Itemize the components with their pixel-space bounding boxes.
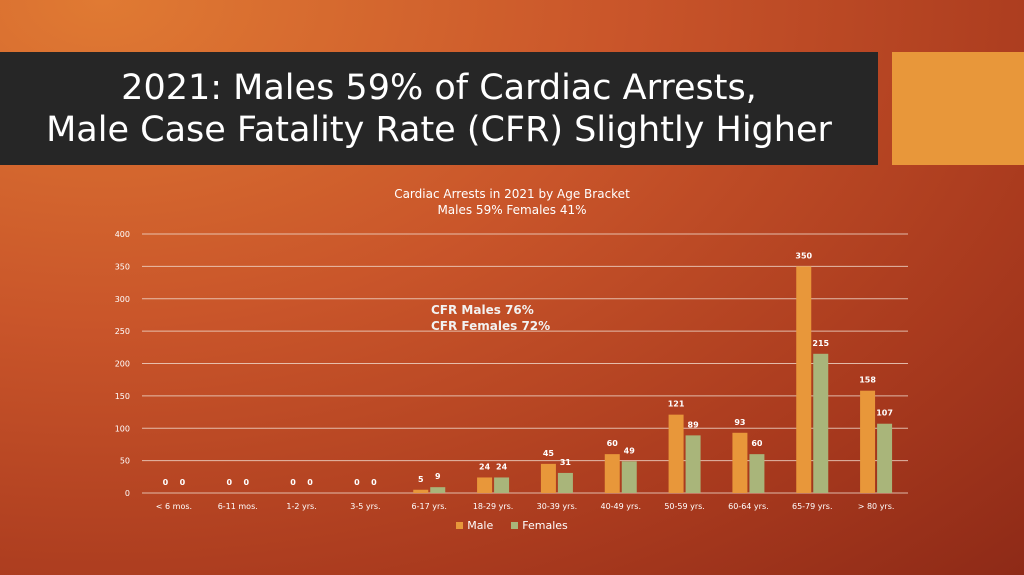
legend-label-male: Male [467, 519, 494, 532]
x-tick-label: 30-39 yrs. [537, 502, 578, 511]
data-label-female: 0 [180, 478, 186, 487]
y-tick-label: 150 [115, 392, 130, 401]
slide-title-line-2: Male Case Fatality Rate (CFR) Slightly H… [46, 109, 832, 150]
x-tick-label: > 80 yrs. [858, 502, 895, 511]
x-tick-label: 40-49 yrs. [600, 502, 641, 511]
data-label-male: 0 [290, 478, 296, 487]
y-tick-label: 100 [115, 424, 130, 433]
bar-male [604, 454, 620, 493]
bar-female [494, 477, 510, 493]
data-label-male: 24 [479, 462, 491, 471]
x-tick-label: 6-17 yrs. [412, 502, 447, 511]
data-label-female: 49 [624, 446, 636, 455]
x-tick-label: 50-59 yrs. [664, 502, 705, 511]
data-label-male: 158 [859, 376, 876, 385]
bar-female [430, 487, 446, 493]
legend-item-male: Male [456, 519, 493, 532]
accent-box [892, 52, 1024, 165]
title-bar: 2021: Males 59% of Cardiac Arrests, Male… [0, 52, 878, 165]
legend-swatch-male [456, 522, 464, 529]
chart-subtitle: Males 59% Females 41% [437, 203, 587, 217]
data-label-female: 0 [307, 478, 313, 487]
bar-male [796, 266, 812, 493]
chart-legend: Male Females [0, 519, 1024, 532]
chart-title: Cardiac Arrests in 2021 by Age Bracket [394, 187, 630, 201]
bar-female [621, 461, 637, 493]
cfr-females-label: CFR Females 72% [431, 319, 551, 333]
data-label-female: 0 [243, 478, 249, 487]
x-tick-label: 3-5 yrs. [350, 502, 380, 511]
data-label-female: 24 [496, 462, 508, 471]
x-tick-label: 60-64 yrs. [728, 502, 769, 511]
slide-title-line-1: 2021: Males 59% of Cardiac Arrests, [121, 67, 757, 108]
legend-label-females: Females [522, 519, 568, 532]
data-label-male: 0 [163, 478, 169, 487]
x-tick-label: 6-11 mos. [218, 502, 258, 511]
data-label-female: 0 [371, 478, 377, 487]
cfr-annotation: CFR Males 76% CFR Females 72% [431, 302, 550, 334]
x-tick-label: 65-79 yrs. [792, 502, 833, 511]
x-tick-label: 1-2 yrs. [286, 502, 316, 511]
bar-male [668, 414, 684, 493]
data-label-female: 215 [812, 339, 829, 348]
y-tick-label: 0 [125, 489, 130, 498]
bar-male [413, 489, 429, 493]
legend-swatch-females [511, 522, 519, 529]
bar-female [813, 353, 829, 493]
bar-male [540, 463, 556, 493]
bar-male [732, 432, 748, 493]
y-tick-label: 300 [115, 295, 130, 304]
data-label-female: 107 [876, 409, 893, 418]
chart-title-block: Cardiac Arrests in 2021 by Age Bracket M… [300, 186, 724, 218]
y-tick-label: 400 [115, 230, 130, 239]
bar-female [877, 423, 893, 493]
bar-male [860, 390, 876, 493]
data-label-female: 60 [751, 439, 763, 448]
data-label-male: 0 [354, 478, 360, 487]
data-label-male: 5 [418, 475, 424, 484]
data-label-male: 45 [543, 449, 555, 458]
legend-item-females: Females [511, 519, 568, 532]
cfr-males-label: CFR Males 76% [431, 303, 534, 317]
y-tick-label: 50 [120, 457, 130, 466]
x-tick-label: 18-29 yrs. [473, 502, 514, 511]
bar-female [749, 454, 765, 493]
y-tick-label: 350 [115, 262, 130, 271]
data-label-female: 9 [435, 472, 441, 481]
data-label-male: 121 [668, 400, 685, 409]
x-tick-label: < 6 mos. [156, 502, 192, 511]
y-tick-label: 250 [115, 327, 130, 336]
data-label-male: 0 [226, 478, 232, 487]
y-tick-label: 200 [115, 360, 130, 369]
data-label-female: 89 [688, 420, 700, 429]
bar-female [557, 472, 573, 493]
data-label-male: 60 [607, 439, 619, 448]
data-label-female: 31 [560, 458, 572, 467]
data-label-male: 350 [795, 251, 812, 260]
bar-male [477, 477, 493, 493]
bar-female [685, 435, 701, 493]
data-label-male: 93 [734, 418, 745, 427]
